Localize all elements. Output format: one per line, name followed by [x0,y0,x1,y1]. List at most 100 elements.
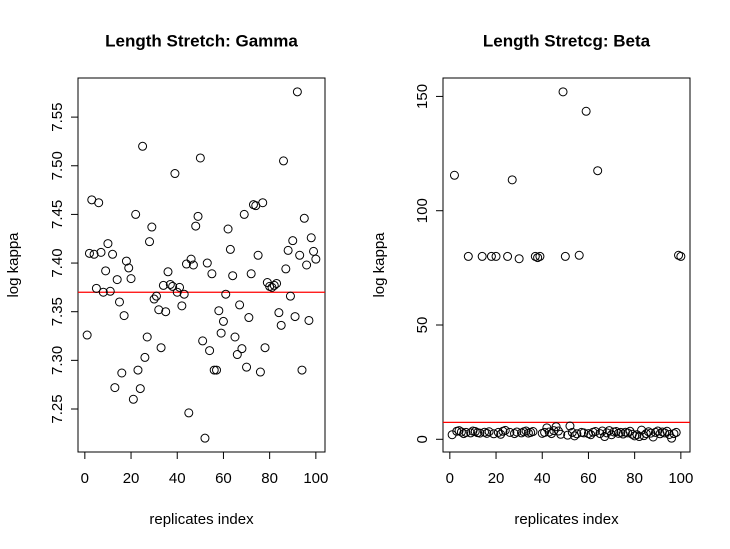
y-tick-label: 7.30 [49,346,66,375]
point [516,428,526,438]
point [625,426,635,436]
point [607,430,617,440]
point [103,239,113,249]
y-tick-label: 7.40 [49,248,66,277]
y-tick-label: 100 [414,198,431,223]
point [674,250,684,260]
point [151,291,161,301]
point [302,260,312,270]
point [272,278,282,288]
point [544,427,554,437]
x-tick-label: 80 [261,470,278,487]
point [667,433,677,443]
x-tick-label: 100 [668,470,693,487]
point [181,259,191,269]
point [477,251,487,261]
point [138,141,148,151]
point [507,175,517,185]
point [479,427,489,437]
y-tick-label: 0 [414,435,431,443]
point [225,244,235,254]
x-tick-label: 80 [626,470,643,487]
point [593,166,603,176]
point [556,429,566,439]
point [565,421,575,431]
point [158,280,168,290]
point [583,429,593,439]
point [105,286,115,296]
point [193,211,203,221]
point [482,428,492,438]
point [297,365,307,375]
y-axis-label: log kappa [5,232,22,298]
x-tick-label: 60 [580,470,597,487]
point [258,198,268,208]
point [200,433,210,443]
point [281,264,291,274]
point [244,313,254,323]
point [503,251,513,261]
point [184,408,194,418]
point [572,429,582,439]
point [124,263,134,273]
point [221,289,231,299]
point [133,365,143,375]
point [447,430,457,440]
point [535,251,545,261]
point [295,250,305,260]
x-tick-label: 0 [81,470,89,487]
point [214,306,224,316]
y-tick-label: 50 [414,317,431,334]
point [279,156,289,166]
point [533,253,543,263]
y-tick-label: 150 [414,84,431,109]
point [274,308,284,318]
point [579,428,589,438]
point [630,431,640,441]
point [112,275,122,285]
point [253,250,263,260]
point [269,280,279,290]
point [94,198,104,208]
point [175,282,185,292]
point [540,427,550,437]
point [637,425,647,435]
point [551,422,561,432]
point [228,271,238,281]
point [131,209,141,219]
y-tick-label: 7.50 [49,151,66,180]
x-tick-label: 20 [488,470,505,487]
point [553,426,563,436]
point [563,430,573,440]
plot-box [77,77,326,453]
point [512,427,522,437]
point [216,328,226,338]
point [149,294,159,304]
x-tick-label: 20 [123,470,140,487]
point [570,431,580,441]
point [521,426,531,436]
x-tick-label: 60 [215,470,232,487]
point [147,222,157,232]
point [126,274,136,284]
point [590,427,600,437]
point [235,300,245,310]
chart-title: Length Stretch: Gamma [105,31,298,50]
y-tick-label: 7.25 [49,394,66,423]
chart-title: Length Stretcg: Beta [483,31,651,50]
point [299,213,309,223]
point [96,247,106,257]
point [510,429,520,439]
point [209,365,219,375]
point [660,428,670,438]
point [644,427,654,437]
x-tick-label: 40 [169,470,186,487]
point [191,221,201,231]
point [179,289,189,299]
point [514,254,524,264]
point [177,301,187,311]
point [202,258,212,268]
point [195,153,205,163]
point [285,291,295,301]
point [597,426,607,436]
